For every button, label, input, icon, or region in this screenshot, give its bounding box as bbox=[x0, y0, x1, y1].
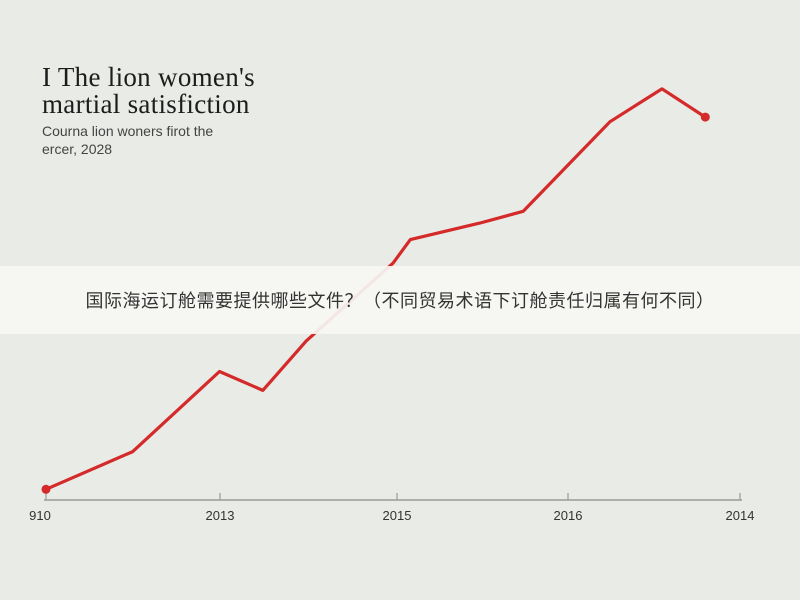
x-tick-label: 2016 bbox=[554, 508, 583, 523]
x-tick-label: 2015 bbox=[383, 508, 412, 523]
x-tick-label: 910 bbox=[29, 508, 51, 523]
title-line-1: I The lion women's bbox=[42, 62, 255, 92]
start-point-marker bbox=[41, 484, 51, 494]
data-line bbox=[44, 87, 707, 491]
end-point-marker bbox=[700, 112, 710, 122]
banner-text: 国际海运订舱需要提供哪些文件？（不同贸易术语下订舱责任归属有何不同） bbox=[85, 291, 715, 312]
chart-title: I The lion women's martial satisfiction bbox=[42, 64, 255, 118]
subtitle-line-1: Courna lion woners firot the bbox=[42, 123, 214, 139]
question-banner: 国际海运订舱需要提供哪些文件？（不同贸易术语下订舱责任归属有何不同） bbox=[0, 266, 800, 334]
x-tick-label: 2014 bbox=[726, 508, 755, 523]
subtitle-line-2: ercer, 2028 bbox=[42, 141, 113, 157]
chart-subtitle: Courna lion woners firot the ercer, 2028 bbox=[42, 122, 213, 158]
x-tick-label: 2013 bbox=[206, 508, 235, 523]
title-line-2: martial satisfiction bbox=[42, 89, 250, 119]
